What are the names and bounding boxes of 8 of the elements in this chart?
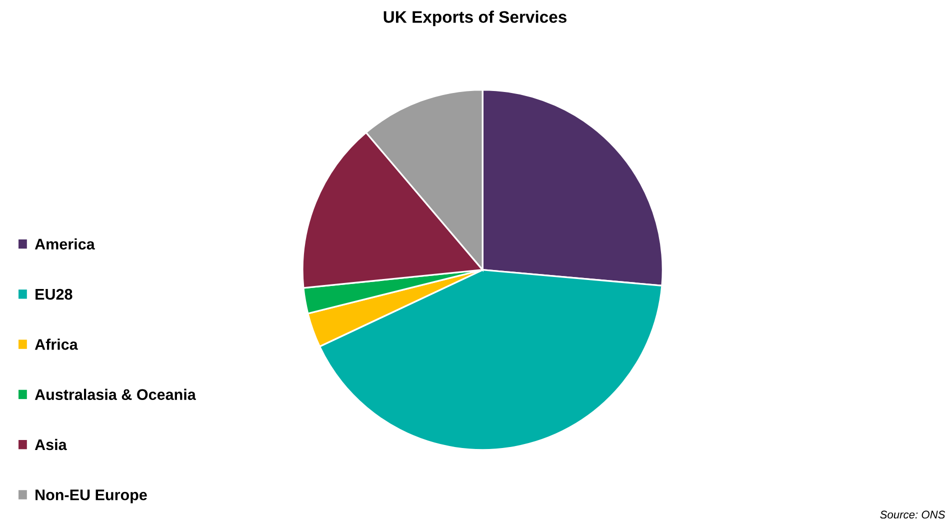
legend-label: Australasia & Oceania xyxy=(34,388,196,400)
source-note: Source: ONS xyxy=(880,510,946,519)
chart-title: UK Exports of Services xyxy=(384,10,566,26)
legend-label: Asia xyxy=(34,438,67,450)
legend-label: America xyxy=(34,238,95,250)
legend-label: Non-EU Europe xyxy=(36,490,147,504)
legend-label: Africa xyxy=(34,338,78,350)
legend-label: EU28 xyxy=(36,288,72,300)
